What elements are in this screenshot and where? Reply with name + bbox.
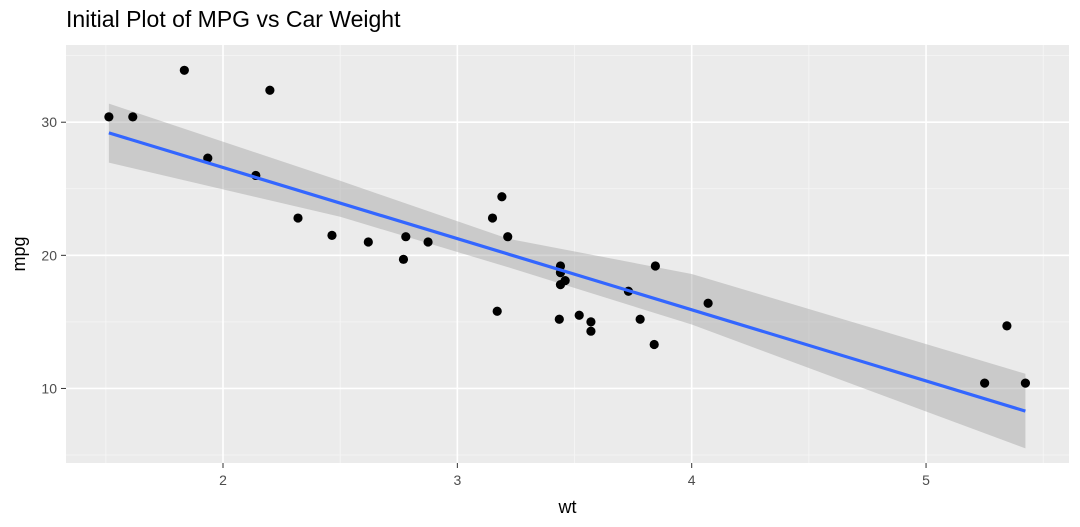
data-point (401, 232, 411, 242)
x-tick-label: 3 (453, 472, 461, 488)
plot-panel (66, 45, 1069, 463)
x-tick-label: 5 (922, 472, 930, 488)
data-point (1002, 321, 1012, 331)
data-point (586, 326, 596, 336)
x-axis-title: wt (558, 497, 577, 517)
data-point (574, 310, 584, 320)
data-point (650, 261, 660, 271)
data-point (487, 213, 498, 223)
data-point (492, 306, 502, 316)
data-point (503, 232, 513, 242)
y-axis-title: mpg (9, 236, 29, 271)
data-point (179, 65, 189, 75)
data-point (980, 378, 990, 388)
data-point (104, 112, 114, 122)
y-tick-label: 10 (41, 380, 57, 396)
data-point (398, 254, 409, 264)
data-point (497, 192, 507, 202)
data-point (554, 314, 564, 324)
data-point (649, 339, 659, 350)
data-point (128, 112, 138, 122)
data-point (363, 237, 373, 247)
axis-ticks (61, 121, 927, 468)
data-point (327, 230, 337, 240)
points-layer (104, 65, 1031, 388)
axis-labels: 2 3 4 5 10 20 30 (41, 114, 930, 488)
data-point (293, 213, 303, 223)
regression-line (108, 131, 1026, 413)
y-tick-label: 20 (41, 247, 57, 263)
confidence-band (108, 103, 1026, 449)
chart-title: Initial Plot of MPG vs Car Weight (66, 6, 401, 32)
grid-minor (66, 45, 1069, 463)
data-point (1020, 378, 1031, 388)
data-point (703, 298, 713, 308)
data-point (635, 314, 645, 324)
grid-major (66, 45, 1069, 463)
data-point (423, 237, 433, 247)
data-point (560, 276, 570, 286)
y-tick-label: 30 (41, 114, 57, 130)
data-point (586, 317, 596, 327)
x-tick-label: 4 (688, 472, 696, 488)
data-point (203, 153, 213, 163)
data-point (265, 85, 275, 95)
x-tick-label: 2 (219, 472, 227, 488)
